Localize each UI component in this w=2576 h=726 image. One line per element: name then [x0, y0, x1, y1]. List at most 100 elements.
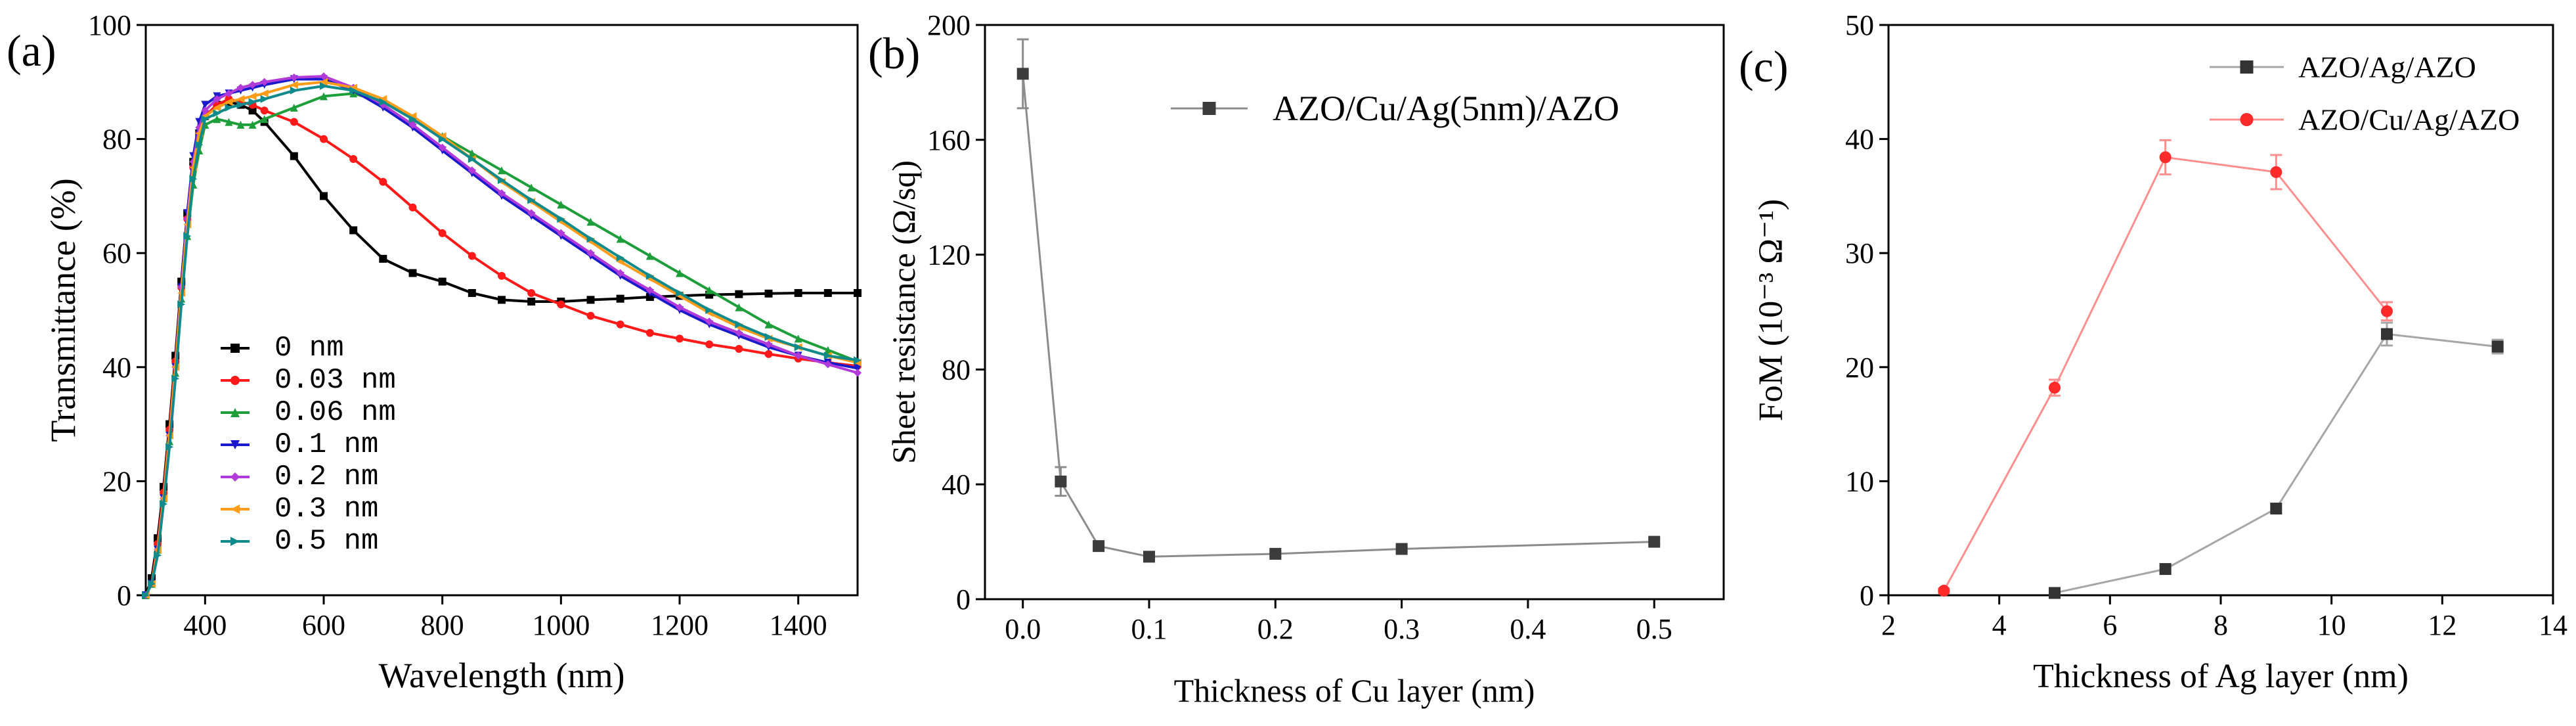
c-azo-cu-ag-azo-line [1942, 156, 2388, 591]
b-azo-cu-ag-5nm-azo-point [1093, 540, 1105, 553]
a-0-2-nm-point [705, 317, 714, 326]
a-0-5-nm-point [557, 215, 565, 223]
a-0-1-nm-point [854, 364, 862, 373]
legend-entry-a-0-3-nm: 0.3 nm [221, 493, 378, 526]
plot-frame-a [144, 24, 859, 597]
x-tick-label-a: 1000 [532, 609, 590, 641]
a-0-5-nm-point [438, 135, 447, 143]
legend-marker-a-0-2-nm [230, 472, 240, 482]
panel-label-a: (a) [7, 26, 56, 76]
legend-entry-b-azo-cu-ag-5nm-azo: AZO/Cu/Ag(5nm)/AZO [1171, 89, 1619, 128]
x-axis-title-a: Wavelength (nm) [378, 656, 624, 695]
a-0-06-nm-point [320, 92, 328, 101]
x-tick-label-b: 0.3 [1384, 613, 1420, 645]
y-tick-label-b: 0 [956, 583, 971, 616]
a-0-3-nm-point [260, 89, 269, 98]
legend-label-a-0-2-nm: 0.2 nm [274, 461, 378, 493]
a-0-2-nm-point [248, 81, 257, 89]
y-tick-label-b: 120 [927, 239, 971, 271]
c-azo-cu-ag-azo-point [2159, 151, 2172, 164]
a-0-nm-point [527, 297, 536, 306]
a-0-2-nm-point [498, 189, 506, 198]
legend-entry-a-0-5-nm: 0.5 nm [221, 525, 378, 558]
legend-label-c-azo-cu-ag-azo: AZO/Cu/Ag/AZO [2298, 103, 2520, 137]
a-0-3-nm-point [248, 92, 257, 101]
c-azo-cu-ag-azo-point [1938, 585, 1950, 597]
a-0-06-nm-point [823, 346, 832, 354]
a-0-nm-point [764, 289, 773, 298]
legend-entry-a-0-03-nm: 0.03 nm [221, 364, 396, 397]
a-0-5-nm-point [527, 196, 536, 204]
a-0-3-nm-point [320, 78, 328, 86]
a-0-03-nm-point [676, 334, 684, 343]
a-0-nm-line [144, 101, 858, 596]
a-0-nm-point [586, 296, 595, 304]
y-tick-label-b: 80 [942, 353, 971, 386]
a-0-5-nm-point [260, 95, 269, 103]
x-tick-label-a: 400 [183, 609, 227, 641]
series-b-azo-cu-ag-5nm-azo [1016, 38, 1661, 563]
a-0-5-nm-point [823, 352, 832, 360]
a-0-03-nm-point [735, 345, 743, 353]
a-0-5-nm-point [379, 98, 387, 106]
a-0-06-nm-point [527, 183, 536, 192]
a-0-03-nm-point [527, 288, 536, 297]
a-0-5-nm-point [165, 443, 174, 451]
a-0-03-nm-point [557, 300, 565, 309]
legend-marker-c-azo-cu-ag-azo [2240, 113, 2254, 126]
a-0-nm-point [408, 269, 417, 277]
a-0-2-nm-line [144, 75, 858, 596]
a-0-03-nm-point [705, 340, 714, 349]
a-0-nm-point [438, 277, 447, 286]
plot-frame-b [984, 24, 1725, 601]
legend-label-c-azo-ag-azo: AZO/Ag/AZO [2298, 51, 2476, 84]
series-c-azo-ag-azo [2049, 321, 2504, 599]
a-0-5-nm-point [586, 235, 595, 243]
x-tick-label-c: 12 [2428, 609, 2456, 641]
a-0-5-nm-point [408, 115, 417, 124]
y-tick-label-a: 60 [102, 237, 131, 269]
a-0-2-nm-point [408, 120, 417, 129]
a-0-nm-point [290, 152, 298, 160]
panel-c: (c) 2 4 6 8 10 12 14 0 10 20 30 40 50 Thickness of Ag … [1739, 9, 2567, 695]
a-0-3-nm-point [225, 98, 233, 106]
x-tick-label-c: 6 [2103, 609, 2117, 641]
x-tick-label-c: 14 [2539, 609, 2567, 641]
y-tick-label-c: 50 [1845, 9, 1874, 41]
a-0-06-nm-point [225, 118, 233, 126]
a-0-2-nm-point [676, 303, 684, 311]
a-0-nm-point [320, 192, 328, 200]
a-0-5-nm-line [144, 84, 858, 596]
a-0-5-nm-point [705, 306, 714, 314]
a-0-5-nm-point [854, 356, 862, 365]
series-a-0-2-nm [142, 72, 862, 599]
c-azo-ag-azo-point [2491, 340, 2504, 353]
a-0-2-nm-point [645, 286, 654, 294]
a-0-nm-point [823, 288, 832, 297]
b-azo-cu-ag-5nm-azo-point [1648, 535, 1661, 548]
y-tick-label-b: 40 [942, 468, 971, 501]
y-axis-title-b: Sheet resistance (Ω/sq) [885, 160, 922, 464]
a-0-2-nm-point [794, 352, 802, 360]
a-0-06-nm-point [248, 120, 257, 129]
x-tick-label-b: 0.4 [1510, 613, 1546, 645]
a-0-5-nm-point [468, 155, 476, 163]
legend-entry-a-0-1-nm: 0.1 nm [221, 428, 378, 461]
y-tick-label-c: 40 [1845, 124, 1874, 156]
series-a-0-5-nm [142, 81, 862, 599]
a-0-5-nm-point [142, 591, 150, 599]
a-0-5-nm-point [498, 176, 506, 185]
a-0-2-nm-point [290, 73, 298, 81]
x-tick-label-c: 8 [2214, 609, 2228, 641]
a-0-5-nm-point [171, 374, 180, 383]
a-0-06-nm-point [794, 334, 802, 343]
a-0-06-nm-point [290, 103, 298, 112]
a-0-03-nm-point [764, 350, 773, 358]
legend-label-a-0-nm: 0 nm [274, 332, 344, 365]
legend-label-a-0-03-nm: 0.03 nm [274, 364, 396, 397]
legend-entry-a-0-06-nm: 0.06 nm [221, 396, 396, 429]
a-0-5-nm-point [154, 551, 162, 560]
y-tick-label-c: 0 [1860, 579, 1874, 612]
a-0-03-nm-point [320, 135, 328, 143]
